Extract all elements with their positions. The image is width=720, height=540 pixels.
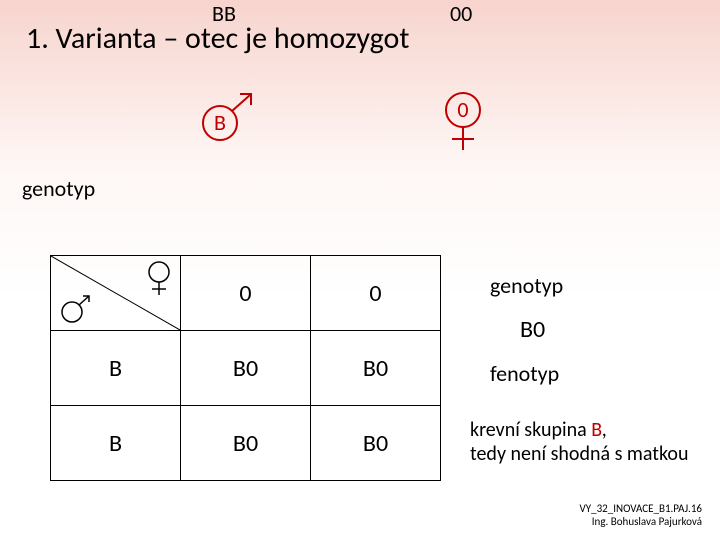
result-genotyp-label: genotyp xyxy=(490,272,563,299)
punnett-row-header-0: B xyxy=(51,331,181,406)
punnett-col-header-0: 0 xyxy=(181,256,311,331)
punnett-male-icon xyxy=(59,294,93,324)
punnett-female-icon xyxy=(146,260,172,298)
result-description: krevní skupina B, tedy není shodná s mat… xyxy=(470,418,688,466)
punnett-col-header-1: 0 xyxy=(311,256,441,331)
father-genotype: BB xyxy=(212,0,236,27)
genotyp-label-left: genotyp xyxy=(22,175,95,202)
mother-allele: 0 xyxy=(457,96,468,123)
punnett-row-header-1: B xyxy=(51,406,181,481)
slide-footer: VY_32_INOVACE_B1.PAJ.16 Ing. Bohuslava P… xyxy=(580,502,703,528)
punnett-cell-0-0: B0 xyxy=(181,331,311,406)
punnett-square: 0 0 B B0 B0 B B0 B0 xyxy=(50,255,441,481)
father-allele: B xyxy=(214,109,226,136)
result-genotyp-value: B0 xyxy=(520,315,545,344)
footer-author: Ing. Bohuslava Pajurková xyxy=(580,515,703,528)
punnett-corner xyxy=(51,256,181,331)
punnett-cell-1-1: B0 xyxy=(311,406,441,481)
result-desc-prefix: krevní skupina xyxy=(470,418,591,442)
mother-genotype: 00 xyxy=(450,0,472,27)
result-blood-type: B xyxy=(591,418,602,442)
mother-female-symbol: 0 xyxy=(438,88,488,163)
father-male-symbol: B xyxy=(195,88,265,148)
result-fenotyp-label: fenotyp xyxy=(490,360,559,387)
punnett-cell-0-1: B0 xyxy=(311,331,441,406)
footer-code: VY_32_INOVACE_B1.PAJ.16 xyxy=(580,502,703,515)
punnett-cell-1-0: B0 xyxy=(181,406,311,481)
